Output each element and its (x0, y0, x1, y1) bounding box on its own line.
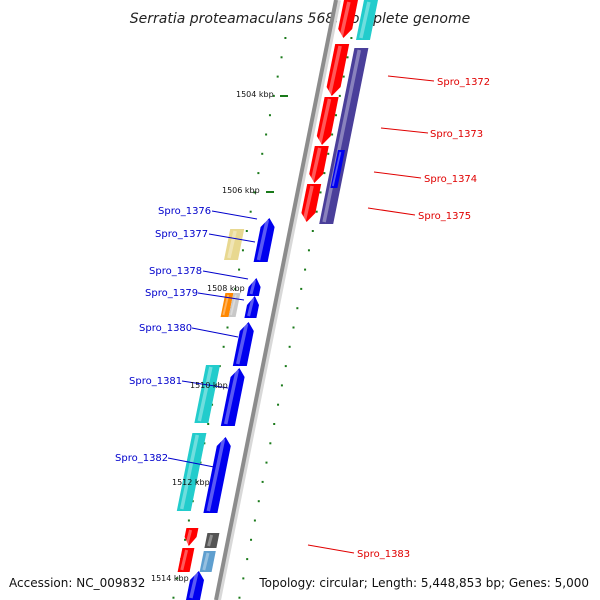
scale-label-1510: 1510 kbp (190, 381, 228, 390)
gene-spro-1379-shine (247, 297, 255, 317)
gene-spro-1383-steel (199, 551, 216, 572)
gene-spro-1383-grey (204, 533, 220, 548)
gene-spro-1383b-shine (180, 549, 189, 571)
map-title: Serratia proteamaculans 568, complete ge… (130, 11, 470, 27)
leader-line (211, 210, 258, 220)
gene-label-spro-1383[interactable]: Spro_1383 (357, 549, 410, 560)
genome-summary-text: Topology: circular; Length: 5,448,853 bp… (258, 576, 589, 590)
leader-line (373, 171, 422, 179)
gene-label-spro-1380[interactable]: Spro_1380 (139, 323, 192, 334)
leader-line (208, 233, 256, 243)
gene-bar-navy-shine (322, 49, 362, 223)
gene-spro-1376-shine (256, 219, 270, 261)
gene-spro-1383b (177, 548, 195, 572)
gene-bar-cyan-top-shine (359, 1, 371, 39)
leader-line (181, 380, 229, 389)
backbone (214, 0, 338, 600)
gene-spro-1377-shine (227, 230, 237, 259)
gene-label-spro-1375[interactable]: Spro_1375 (418, 211, 471, 222)
gene-spro-1382-shine (206, 438, 226, 512)
gene-spro-1383-steel-shine (202, 552, 210, 571)
gene-bar-cyan-top (356, 0, 378, 40)
scale-label-1514: 1514 kbp (151, 574, 189, 583)
gene-spro-1381 (220, 368, 245, 426)
gene-spro-1374-shine (310, 147, 322, 182)
gene-spro-1384-shine (189, 572, 199, 599)
gene-spro-1383 (184, 528, 199, 546)
gene-label-spro-1382[interactable]: Spro_1382 (115, 453, 168, 464)
gene-spro-1371-shine (339, 1, 351, 37)
gene-spro-1377 (224, 229, 245, 260)
scale-label-1504: 1504 kbp (236, 90, 274, 99)
leader-line (380, 127, 429, 134)
gene-label-spro-1376[interactable]: Spro_1376 (158, 206, 211, 217)
gene-features (176, 0, 378, 600)
leader-line (202, 270, 249, 280)
gene-spro-1384 (186, 571, 204, 600)
gene-spro-1375-shine (302, 185, 314, 221)
gene-label-spro-1379[interactable]: Spro_1379 (145, 288, 198, 299)
gene-bar-blue-small (330, 150, 345, 188)
scale-label-1506: 1506 kbp (222, 186, 260, 195)
accession-text: Accession: NC_009832 (9, 576, 145, 590)
gene-bar-blue-small-shine (331, 151, 342, 187)
gene-spro-1382-cyan (176, 433, 207, 511)
leader-line (387, 75, 435, 82)
gene-spro-1371 (338, 0, 358, 38)
gene-spro-1376 (253, 218, 275, 262)
gene-bar-navy (319, 48, 369, 224)
leader-line (367, 207, 416, 216)
gene-spro-1383-grey-shine (207, 534, 214, 547)
label-leaders (167, 75, 435, 554)
gene-spro-1382 (203, 437, 231, 513)
scale-label-1508: 1508 kbp (207, 284, 245, 293)
gene-label-spro-1377[interactable]: Spro_1377 (155, 229, 208, 240)
gene-label-spro-1381[interactable]: Spro_1381 (129, 376, 182, 387)
scale-label-1512: 1512 kbp (172, 478, 210, 487)
gene-spro-1378 (246, 278, 261, 296)
leader-line (197, 292, 245, 301)
gene-spro-1381-cyan-shine (197, 366, 213, 422)
gene-spro-1381-shine (223, 369, 240, 425)
gene-spro-1373 (316, 97, 339, 145)
leader-line (167, 457, 215, 468)
gene-label-spro-1373[interactable]: Spro_1373 (430, 129, 483, 140)
gene-spro-1383-shine (185, 529, 193, 545)
gene-spro-1379 (244, 296, 259, 318)
gene-spro-1374 (309, 146, 329, 183)
gene-spro-1375 (301, 184, 322, 222)
gene-spro-1380 (232, 322, 254, 366)
gene-label-spro-1372[interactable]: Spro_1372 (437, 77, 490, 88)
gene-spro-1379-orange-shine (222, 294, 230, 316)
gene-spro-1379-orange (220, 293, 234, 317)
gene-label-spro-1374[interactable]: Spro_1374 (424, 174, 477, 185)
gene-spro-1382-cyan-shine (179, 434, 200, 510)
leader-line (191, 327, 239, 338)
gene-spro-1380-shine (235, 323, 249, 365)
gene-spro-1373-shine (318, 98, 332, 144)
gene-spro-1381-cyan (194, 365, 220, 423)
gene-label-spro-1378[interactable]: Spro_1378 (149, 266, 202, 277)
gene-spro-1372 (326, 44, 350, 96)
leader-line (307, 544, 355, 554)
gene-spro-1372-shine (327, 45, 342, 95)
gene-spro-1378-shine (249, 279, 257, 295)
